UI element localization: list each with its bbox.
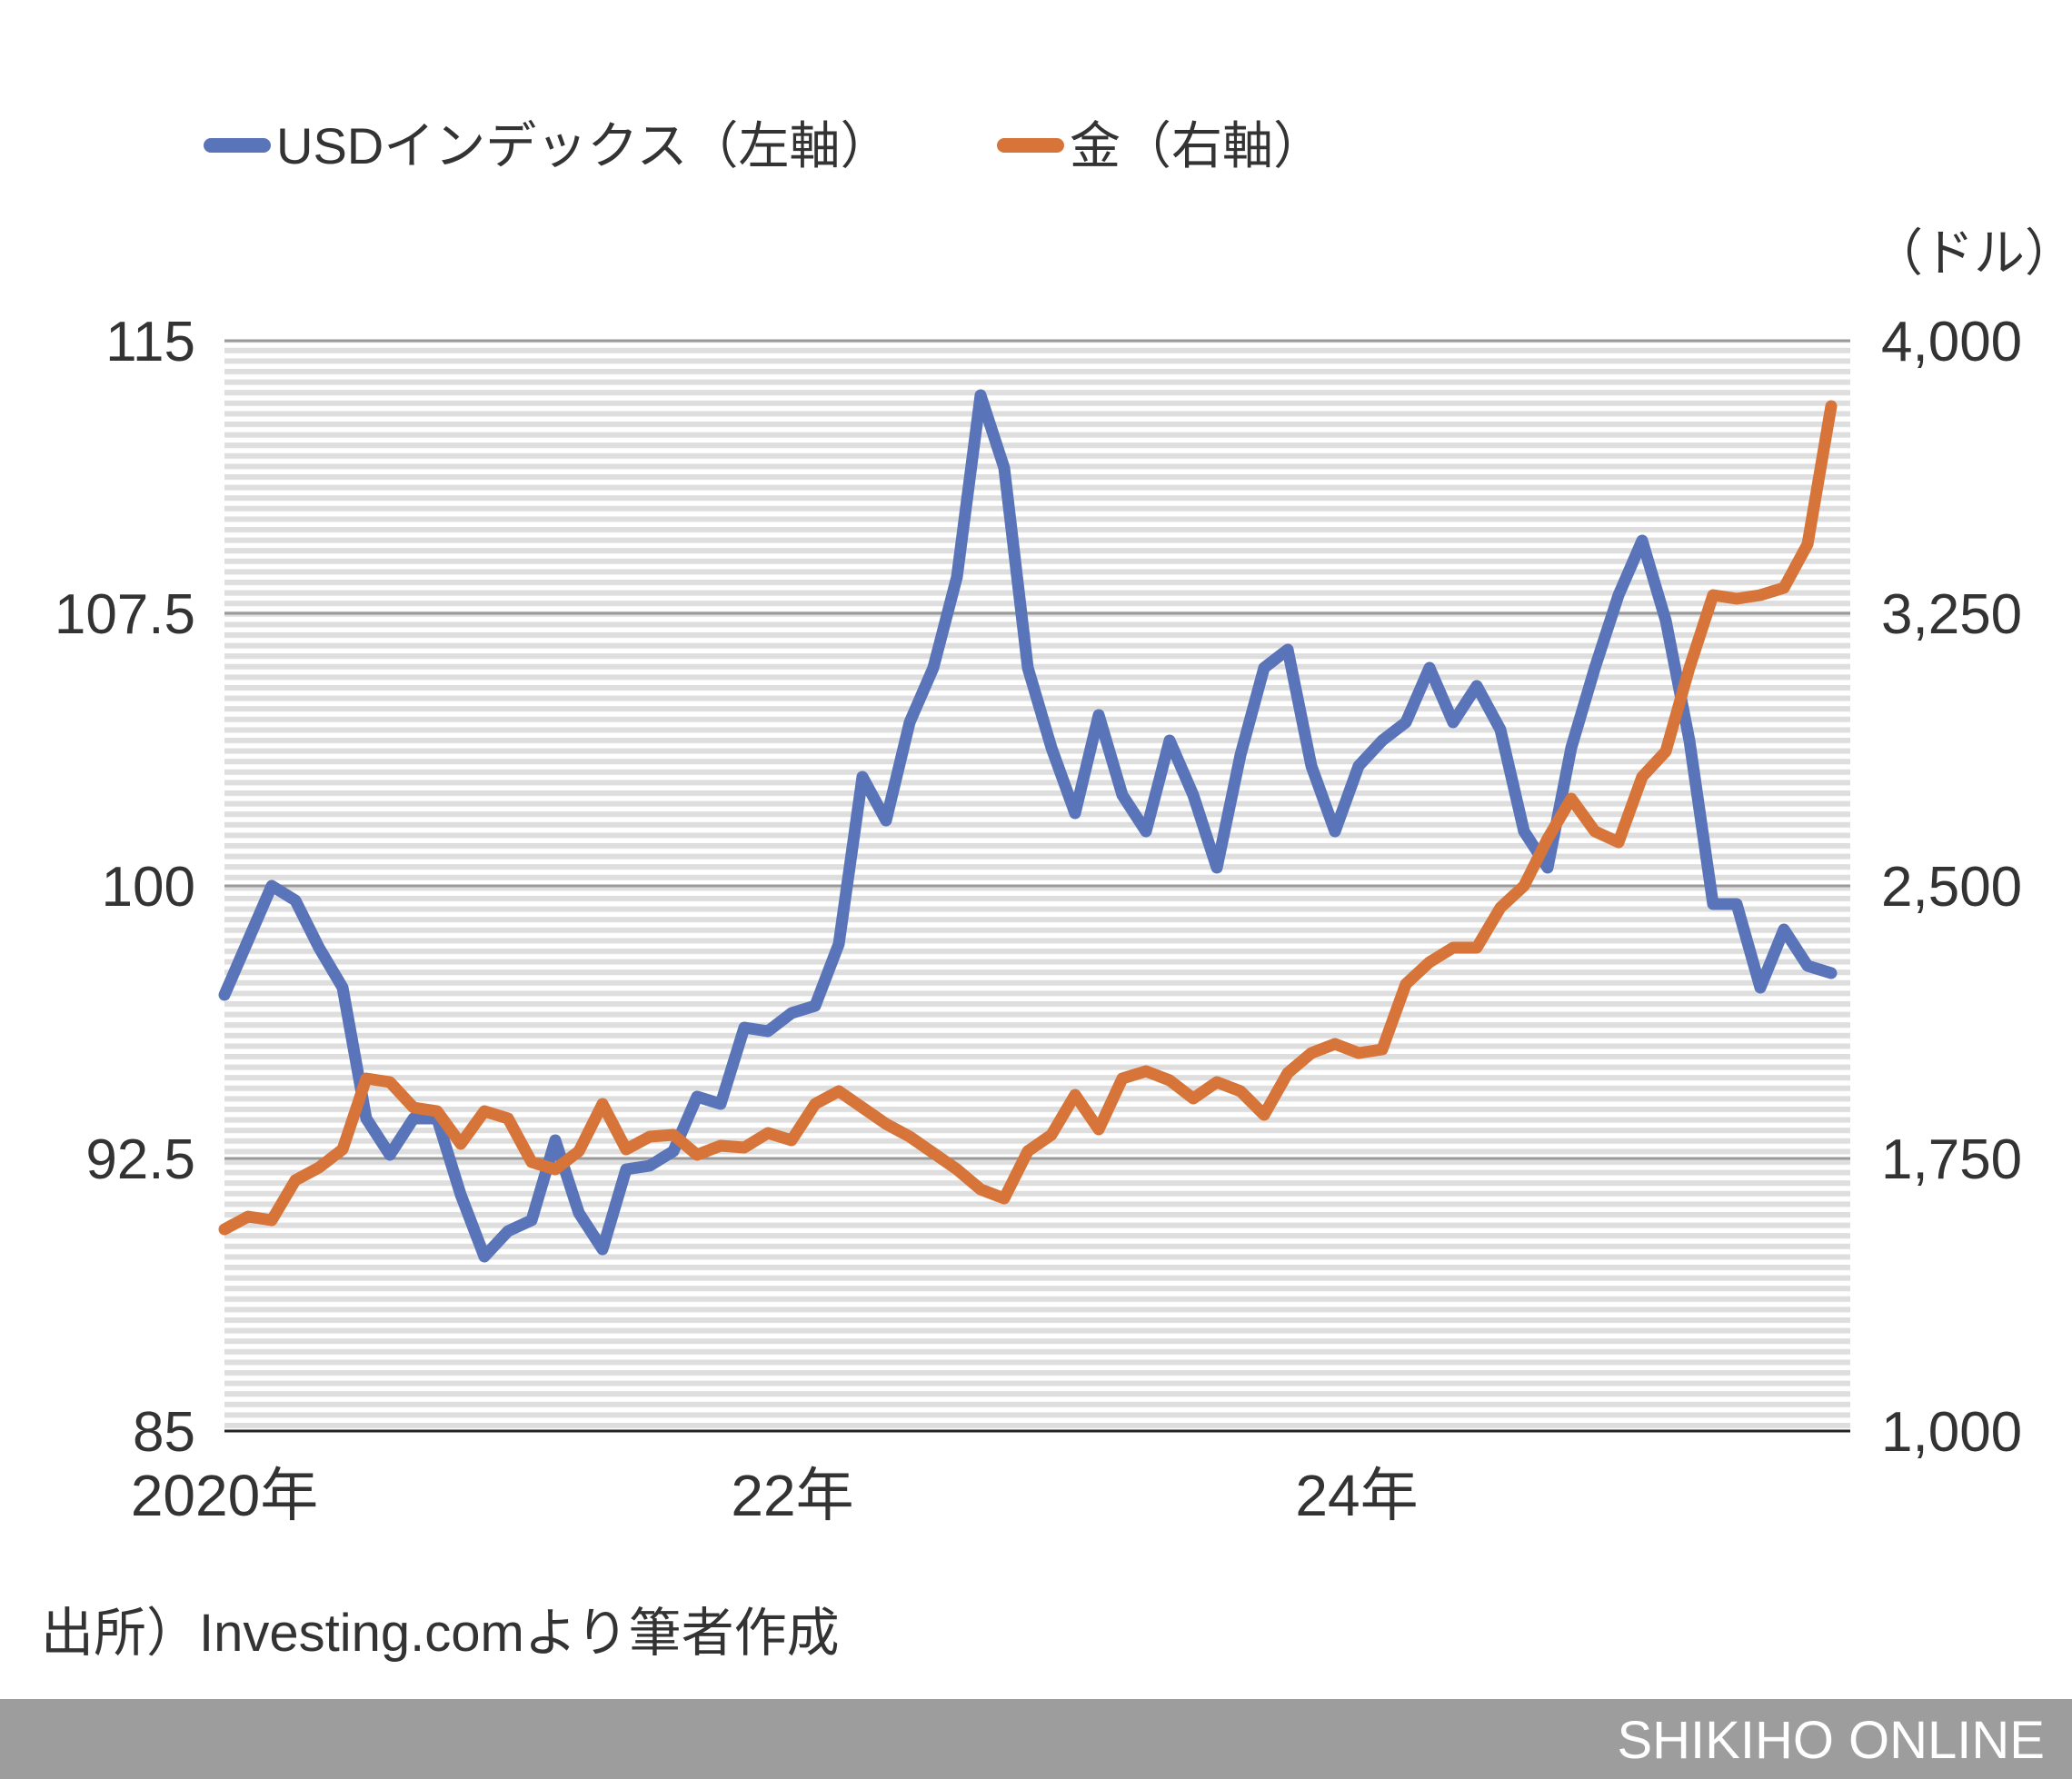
legend-label: 金（右軸） [1070,117,1324,174]
right-tick-label: 1,750 [1881,1128,2022,1191]
x-tick-label: 24年 [1295,1463,1418,1528]
left-tick-label: 107.5 [55,583,195,646]
right-tick-label: 4,000 [1881,311,2022,373]
brand-logo-text: SHIKIHO ONLINE [1617,1711,2045,1770]
x-tick-label: 22年 [731,1463,853,1528]
legend-label: USDインデックス（左軸） [276,117,892,174]
right-tick-label: 2,500 [1881,856,2022,919]
left-tick-label: 92.5 [85,1128,195,1191]
right-tick-label: 3,250 [1881,583,2022,646]
source-note: 出所）Investing.comより筆者作成 [41,1604,840,1663]
left-tick-label: 85 [133,1401,195,1464]
x-tick-label: 2020年 [131,1463,318,1528]
gold-line [218,400,1838,1236]
right-axis-unit: （ドル） [1872,224,2072,282]
usd-index-line [218,389,1838,1263]
left-tick-label: 115 [105,311,195,373]
left-tick-label: 100 [102,856,195,919]
chart: USDインデックス（左軸） 金（右軸） 115 4,000 107.5 3,250 100… [55,117,2072,1528]
right-tick-label: 1,000 [1881,1401,2022,1464]
footer-bar: SHIKIHO ONLINE [0,1699,2072,1779]
